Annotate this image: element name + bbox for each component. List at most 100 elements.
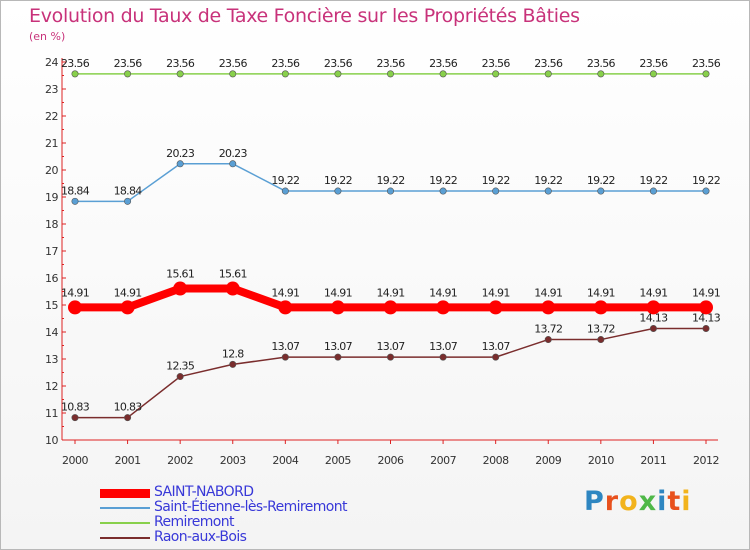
- data-label-saint-nabord: 14.91: [61, 286, 89, 299]
- data-label-saint-nabord: 14.91: [482, 286, 510, 299]
- y-tick-label: 11: [45, 407, 58, 420]
- data-point-saint-etienne-les-remiremont[interactable]: [334, 187, 342, 195]
- data-point-remiremont[interactable]: [281, 70, 289, 78]
- y-tick-label: 13: [45, 353, 58, 366]
- data-point-saint-etienne-les-remiremont[interactable]: [597, 187, 605, 195]
- legend-item-remiremont[interactable]: Remiremont: [100, 514, 400, 530]
- legend-item-raon-aux-bois[interactable]: Raon-aux-Bois: [100, 529, 400, 545]
- data-label-remiremont: 23.56: [534, 57, 563, 70]
- data-point-saint-etienne-les-remiremont[interactable]: [176, 160, 184, 168]
- legend-label-saint-etienne: Saint-Étienne-lès-Remiremont: [154, 499, 348, 515]
- data-point-saint-nabord[interactable]: [593, 300, 608, 315]
- y-tick-label: 17: [45, 245, 58, 258]
- data-point-remiremont[interactable]: [176, 70, 184, 78]
- data-point-saint-nabord[interactable]: [436, 300, 451, 315]
- data-point-saint-nabord[interactable]: [330, 300, 345, 315]
- data-point-raon-aux-bois[interactable]: [71, 414, 79, 422]
- legend-swatch-saint-nabord: [100, 488, 150, 498]
- data-label-remiremont: 23.56: [429, 57, 458, 70]
- data-point-saint-nabord[interactable]: [68, 300, 82, 315]
- y-tick-label: 23: [45, 83, 58, 96]
- data-point-saint-etienne-les-remiremont[interactable]: [492, 187, 500, 195]
- data-point-remiremont[interactable]: [492, 70, 500, 78]
- data-point-remiremont[interactable]: [544, 70, 552, 78]
- y-tick-label: 14: [45, 326, 58, 339]
- data-point-saint-etienne-les-remiremont[interactable]: [124, 197, 132, 205]
- data-point-raon-aux-bois[interactable]: [386, 353, 394, 361]
- data-point-remiremont[interactable]: [597, 70, 605, 78]
- data-point-saint-nabord[interactable]: [120, 300, 135, 315]
- data-point-raon-aux-bois[interactable]: [229, 360, 237, 368]
- legend-label-saint-nabord: SAINT-NABORD: [154, 484, 254, 500]
- data-point-saint-etienne-les-remiremont[interactable]: [439, 187, 447, 195]
- data-label-saint-nabord: 14.91: [271, 286, 299, 299]
- data-point-raon-aux-bois[interactable]: [492, 353, 500, 361]
- data-point-saint-nabord[interactable]: [173, 281, 188, 296]
- data-label-saint-nabord: 14.91: [534, 286, 562, 299]
- data-point-remiremont[interactable]: [439, 70, 447, 78]
- data-point-raon-aux-bois[interactable]: [702, 324, 710, 332]
- data-point-raon-aux-bois[interactable]: [439, 353, 447, 361]
- data-label-saint-etienne-les-remiremont: 19.22: [639, 174, 667, 187]
- legend-item-saint-etienne[interactable]: Saint-Étienne-lès-Remiremont: [100, 499, 400, 515]
- data-point-saint-etienne-les-remiremont[interactable]: [281, 187, 289, 195]
- data-point-saint-etienne-les-remiremont[interactable]: [702, 187, 710, 195]
- data-point-raon-aux-bois[interactable]: [176, 373, 184, 381]
- data-point-saint-nabord[interactable]: [278, 300, 293, 315]
- data-point-saint-etienne-les-remiremont[interactable]: [649, 187, 657, 195]
- data-label-remiremont: 23.56: [324, 57, 353, 70]
- data-point-saint-etienne-les-remiremont[interactable]: [229, 160, 237, 168]
- data-point-saint-etienne-les-remiremont[interactable]: [71, 197, 79, 205]
- data-label-saint-nabord: 14.91: [377, 286, 405, 299]
- data-label-saint-etienne-les-remiremont: 19.22: [271, 174, 299, 187]
- y-tick-label: 19: [45, 191, 58, 204]
- y-tick-label: 20: [45, 164, 58, 177]
- data-point-remiremont[interactable]: [386, 70, 394, 78]
- data-label-raon-aux-bois: 13.72: [587, 323, 615, 336]
- data-point-saint-etienne-les-remiremont[interactable]: [386, 187, 394, 195]
- data-point-raon-aux-bois[interactable]: [281, 353, 289, 361]
- data-label-raon-aux-bois: 10.83: [61, 401, 90, 414]
- data-point-raon-aux-bois[interactable]: [597, 336, 605, 344]
- legend-swatch-saint-etienne: [100, 506, 150, 509]
- legend-label-remiremont: Remiremont: [154, 514, 234, 530]
- data-label-saint-nabord: 14.91: [639, 286, 667, 299]
- chart-title: Evolution du Taux de Taxe Foncière sur l…: [29, 5, 580, 27]
- data-label-raon-aux-bois: 12.8: [222, 347, 244, 360]
- y-tick-label: 21: [45, 137, 58, 150]
- data-label-remiremont: 23.56: [219, 57, 248, 70]
- y-tick-label: 10: [45, 434, 58, 447]
- data-label-raon-aux-bois: 13.07: [271, 340, 300, 353]
- data-labels-layer: 23.56 23.56 23.56 23.56 23.56 23.56 23.56 23.56…: [61, 57, 721, 414]
- data-point-saint-nabord[interactable]: [646, 300, 661, 315]
- data-point-saint-nabord[interactable]: [541, 300, 556, 315]
- data-point-remiremont[interactable]: [71, 70, 79, 78]
- data-point-raon-aux-bois[interactable]: [649, 324, 657, 332]
- data-label-saint-etienne-les-remiremont: 19.22: [692, 174, 720, 187]
- x-tick-label: 2007: [430, 454, 456, 467]
- data-point-saint-nabord[interactable]: [699, 300, 713, 315]
- legend-item-saint-nabord[interactable]: SAINT-NABORD: [100, 484, 400, 500]
- data-point-saint-nabord[interactable]: [488, 300, 503, 315]
- data-label-remiremont: 23.56: [692, 57, 721, 70]
- data-point-remiremont[interactable]: [334, 70, 342, 78]
- x-tick-label: 2003: [220, 454, 246, 467]
- x-tick-label: 2004: [272, 454, 298, 467]
- data-label-raon-aux-bois: 14.13: [692, 311, 721, 324]
- data-point-saint-nabord[interactable]: [383, 300, 398, 315]
- data-point-raon-aux-bois[interactable]: [124, 414, 132, 422]
- data-point-remiremont[interactable]: [229, 70, 237, 78]
- data-point-remiremont[interactable]: [649, 70, 657, 78]
- x-tick-label: 2012: [693, 454, 719, 467]
- data-label-raon-aux-bois: 12.35: [166, 360, 195, 373]
- data-point-saint-nabord[interactable]: [225, 281, 240, 296]
- data-point-remiremont[interactable]: [124, 70, 132, 78]
- legend-swatch-remiremont: [100, 521, 150, 524]
- data-point-raon-aux-bois[interactable]: [334, 353, 342, 361]
- legend: SAINT-NABORD Saint-Étienne-lès-Remiremon…: [100, 484, 400, 545]
- data-point-saint-etienne-les-remiremont[interactable]: [544, 187, 552, 195]
- data-label-saint-nabord: 15.61: [219, 268, 247, 281]
- data-point-remiremont[interactable]: [702, 70, 710, 78]
- data-point-raon-aux-bois[interactable]: [544, 336, 552, 344]
